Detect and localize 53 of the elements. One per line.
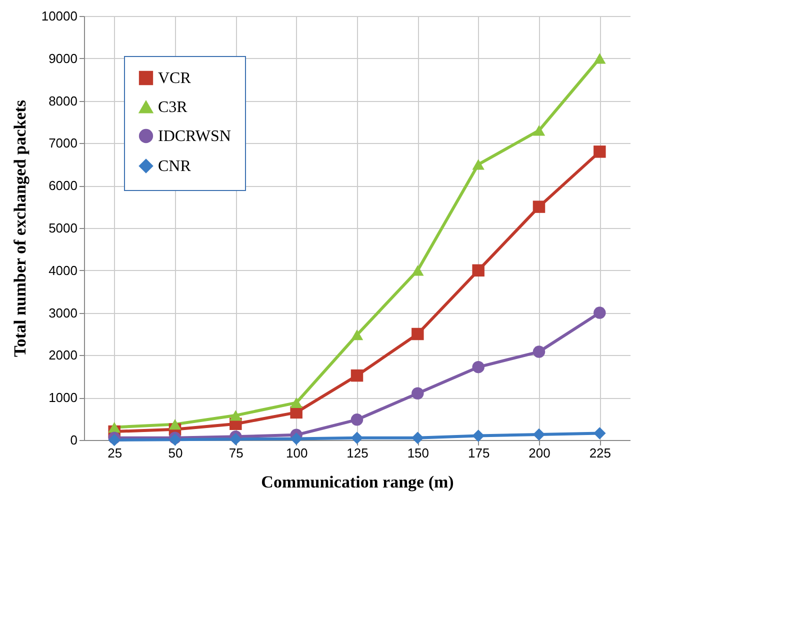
y-tick-label: 9000 [48,50,78,66]
legend-label: CNR [158,158,192,175]
y-tick-label: 4000 [48,262,78,278]
point [290,397,302,408]
x-tick-label: 50 [168,446,183,460]
legend-label: IDCRWSN [158,128,232,145]
point [350,330,364,340]
point [412,328,424,340]
point [532,428,546,441]
y-tick-label: 6000 [48,178,78,194]
point [168,419,182,430]
x-tick-label: 100 [286,446,308,460]
point [532,346,546,358]
y-tick-label: 2000 [48,348,78,363]
x-tick-label: 150 [407,446,430,460]
point [594,53,606,64]
point [230,433,242,446]
point [412,432,424,444]
point [350,414,364,426]
point [472,264,484,277]
y-tick-label: 10000 [41,8,78,24]
y-tick-label: 5000 [48,220,78,236]
x-tick-label: 225 [589,446,612,460]
point [594,146,606,158]
y-tick-label: 7000 [48,136,78,151]
y-tick-label: 3000 [48,305,78,320]
x-axis-title: Communication range (m) [261,472,454,492]
y-tick-label: 0 [70,432,78,448]
point [594,427,606,440]
x-tick-label: 175 [468,446,490,460]
y-tick-label: 8000 [48,93,78,108]
point [472,159,484,170]
point [350,369,364,382]
point [532,200,546,213]
legend-label: C3R [158,99,188,116]
x-tick-label: 75 [228,446,244,460]
y-tick-label: 1000 [48,390,78,406]
legend-label: VCR [158,70,192,87]
x-tick-label: 125 [346,446,368,460]
point [230,410,242,421]
x-tick-label: 25 [108,446,122,460]
point [290,432,302,445]
point [108,422,120,433]
point [412,265,424,276]
point [594,306,606,319]
point [108,434,120,446]
x-tick-label: 200 [528,446,550,460]
point [412,387,424,400]
y-axis-title: Total number of exchanged packets [10,100,30,357]
point [350,432,364,444]
point [532,125,546,136]
point [472,430,484,442]
point [472,360,484,374]
